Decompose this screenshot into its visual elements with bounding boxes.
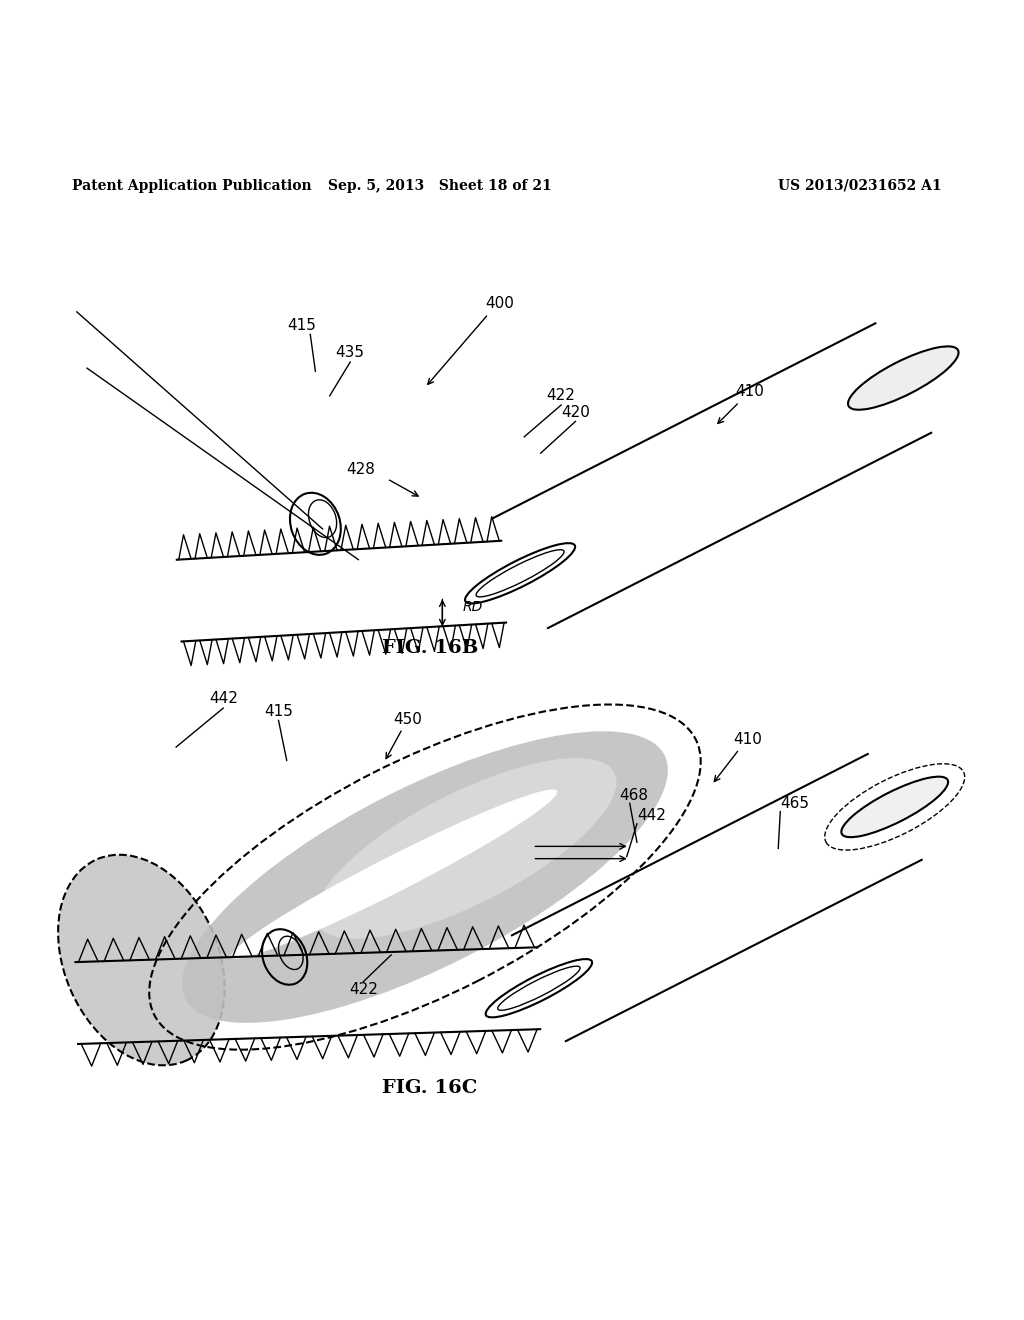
Text: FIG. 16C: FIG. 16C (382, 1078, 478, 1097)
Text: 415: 415 (288, 318, 316, 333)
Ellipse shape (58, 855, 224, 1065)
Text: 410: 410 (735, 384, 764, 399)
Text: RD: RD (463, 599, 483, 614)
Text: 465: 465 (780, 796, 809, 810)
Text: Patent Application Publication: Patent Application Publication (72, 180, 311, 193)
Text: 415: 415 (264, 704, 293, 718)
Text: 442: 442 (209, 692, 238, 706)
Text: 400: 400 (485, 296, 514, 312)
Text: Sep. 5, 2013   Sheet 18 of 21: Sep. 5, 2013 Sheet 18 of 21 (329, 180, 552, 193)
Text: 410: 410 (733, 733, 762, 747)
Ellipse shape (182, 731, 668, 1023)
Text: 450: 450 (393, 711, 422, 727)
Text: 428: 428 (346, 462, 375, 477)
Ellipse shape (231, 789, 557, 958)
Text: 422: 422 (349, 982, 378, 997)
Text: 422: 422 (547, 388, 575, 404)
Text: US 2013/0231652 A1: US 2013/0231652 A1 (778, 180, 942, 193)
Ellipse shape (842, 776, 948, 837)
Text: 442: 442 (637, 808, 666, 824)
Text: 468: 468 (620, 788, 648, 803)
Text: 420: 420 (561, 405, 590, 420)
Text: FIG. 16B: FIG. 16B (382, 639, 478, 657)
Ellipse shape (848, 346, 958, 409)
Ellipse shape (315, 758, 616, 939)
Text: 435: 435 (336, 346, 365, 360)
